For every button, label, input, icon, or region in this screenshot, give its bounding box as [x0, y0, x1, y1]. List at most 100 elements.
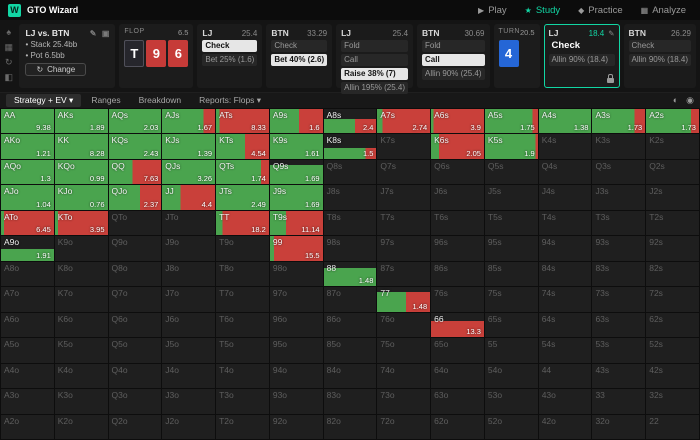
- action-fold[interactable]: Fold: [422, 40, 485, 52]
- action-call[interactable]: Call: [341, 54, 409, 66]
- cell-54o[interactable]: 54o: [484, 363, 538, 389]
- cell-K8s[interactable]: K8s 1.5: [323, 134, 377, 159]
- cell-A5s[interactable]: A5s 1.75: [484, 109, 538, 134]
- cell-K7o[interactable]: K7o: [54, 287, 108, 312]
- cell-63o[interactable]: 63o: [431, 389, 484, 414]
- cell-J5o[interactable]: J5o: [162, 338, 216, 363]
- cell-T5o[interactable]: T5o: [216, 338, 269, 363]
- action-check[interactable]: Check: [628, 40, 691, 52]
- cell-J2s[interactable]: J2s: [646, 185, 699, 210]
- cell-A9o[interactable]: A9o 1.91: [1, 236, 54, 261]
- settings-icon[interactable]: ◧: [4, 72, 13, 82]
- cell-96o[interactable]: 96o: [269, 312, 323, 338]
- cell-32s[interactable]: 32s: [646, 389, 699, 414]
- display-mode-icon[interactable]: ◐: [672, 95, 679, 105]
- action-allin[interactable]: Allin 90% (25.4): [422, 68, 485, 80]
- action-bet[interactable]: Bet 25% (1.6): [202, 54, 258, 66]
- cell-82o[interactable]: 82o: [323, 414, 377, 439]
- cell-85s[interactable]: 85s: [484, 261, 538, 287]
- cell-93o[interactable]: 93o: [269, 389, 323, 414]
- cell-72o[interactable]: 72o: [377, 414, 431, 439]
- cell-64o[interactable]: 64o: [431, 363, 484, 389]
- action-allin[interactable]: Allin 195% (25.4): [341, 82, 409, 94]
- cell-Q5o[interactable]: Q5o: [108, 338, 162, 363]
- cell-54s[interactable]: 54s: [538, 338, 592, 363]
- cell-82s[interactable]: 82s: [646, 261, 699, 287]
- cell-J7o[interactable]: J7o: [162, 287, 216, 312]
- cell-A4o[interactable]: A4o: [1, 363, 54, 389]
- cell-94s[interactable]: 94s: [538, 236, 592, 261]
- cell-86s[interactable]: 86s: [431, 261, 484, 287]
- cell-95s[interactable]: 95s: [484, 236, 538, 261]
- cell-Q7s[interactable]: Q7s: [377, 159, 431, 185]
- cell-A8o[interactable]: A8o: [1, 261, 54, 287]
- cell-ATo[interactable]: ATo 6.45: [1, 210, 54, 236]
- cell-J9s[interactable]: J9s 1.69: [269, 185, 323, 210]
- cell-KJs[interactable]: KJs 1.39: [162, 134, 216, 159]
- cell-74s[interactable]: 74s: [538, 287, 592, 312]
- cell-77[interactable]: 77 1.48: [377, 287, 431, 312]
- cell-Q2s[interactable]: Q2s: [646, 159, 699, 185]
- cell-73s[interactable]: 73s: [592, 287, 646, 312]
- cell-A3s[interactable]: A3s 1.73: [592, 109, 646, 134]
- cell-T7s[interactable]: T7s: [377, 210, 431, 236]
- cell-42o[interactable]: 42o: [538, 414, 592, 439]
- cell-86o[interactable]: 86o: [323, 312, 377, 338]
- cell-JTs[interactable]: JTs 2.49: [216, 185, 269, 210]
- cell-K3o[interactable]: K3o: [54, 389, 108, 414]
- cell-J4o[interactable]: J4o: [162, 363, 216, 389]
- nav-study[interactable]: ★ Study: [525, 5, 560, 16]
- cell-QJo[interactable]: QJo 2.37: [108, 185, 162, 210]
- cell-83o[interactable]: 83o: [323, 389, 377, 414]
- cell-65s[interactable]: 65s: [484, 312, 538, 338]
- cell-Q9o[interactable]: Q9o: [108, 236, 162, 261]
- action-check[interactable]: Check: [271, 40, 328, 52]
- cell-T4o[interactable]: T4o: [216, 363, 269, 389]
- cell-99[interactable]: 99 15.5: [269, 236, 323, 261]
- cell-T3s[interactable]: T3s: [592, 210, 646, 236]
- cell-T6o[interactable]: T6o: [216, 312, 269, 338]
- cell-84s[interactable]: 84s: [538, 261, 592, 287]
- cell-62o[interactable]: 62o: [431, 414, 484, 439]
- cell-43o[interactable]: 43o: [538, 389, 592, 414]
- cell-T8o[interactable]: T8o: [216, 261, 269, 287]
- cell-53s[interactable]: 53s: [592, 338, 646, 363]
- cell-J3o[interactable]: J3o: [162, 389, 216, 414]
- action-call[interactable]: Call: [422, 54, 485, 66]
- cell-T2o[interactable]: T2o: [216, 414, 269, 439]
- cell-95o[interactable]: 95o: [269, 338, 323, 363]
- action-bet[interactable]: Bet 40% (2.6): [271, 54, 328, 66]
- cell-A4s[interactable]: A4s 1.38: [538, 109, 592, 134]
- cell-73o[interactable]: 73o: [377, 389, 431, 414]
- cell-TT[interactable]: TT 18.2: [216, 210, 269, 236]
- cell-87o[interactable]: 87o: [323, 287, 377, 312]
- cell-A9s[interactable]: A9s 1.6: [269, 109, 323, 134]
- cell-Q4s[interactable]: Q4s: [538, 159, 592, 185]
- cell-32o[interactable]: 32o: [592, 414, 646, 439]
- cell-K2o[interactable]: K2o: [54, 414, 108, 439]
- cell-63s[interactable]: 63s: [592, 312, 646, 338]
- cell-A3o[interactable]: A3o: [1, 389, 54, 414]
- tab-ranges[interactable]: Ranges: [91, 95, 121, 105]
- cell-Q2o[interactable]: Q2o: [108, 414, 162, 439]
- cell-K3s[interactable]: K3s: [592, 134, 646, 159]
- cell-62s[interactable]: 62s: [646, 312, 699, 338]
- cell-AKs[interactable]: AKs 1.89: [54, 109, 108, 134]
- cell-97s[interactable]: 97s: [377, 236, 431, 261]
- edit-node-icon[interactable]: ✎: [608, 29, 615, 38]
- cell-J2o[interactable]: J2o: [162, 414, 216, 439]
- cell-A8s[interactable]: A8s 2.4: [323, 109, 377, 134]
- cell-T2s[interactable]: T2s: [646, 210, 699, 236]
- nav-practice[interactable]: ◆ Practice: [578, 5, 622, 16]
- cell-76s[interactable]: 76s: [431, 287, 484, 312]
- cards-icon[interactable]: ♠: [6, 27, 12, 37]
- history-icon[interactable]: ↻: [4, 57, 13, 67]
- cell-A2s[interactable]: A2s 1.73: [646, 109, 699, 134]
- cell-Q4o[interactable]: Q4o: [108, 363, 162, 389]
- cell-JJ[interactable]: JJ 4.4: [162, 185, 216, 210]
- cell-T9o[interactable]: T9o: [216, 236, 269, 261]
- cell-66[interactable]: 66 13.3: [431, 312, 484, 338]
- cell-76o[interactable]: 76o: [377, 312, 431, 338]
- cell-83s[interactable]: 83s: [592, 261, 646, 287]
- cell-Q5s[interactable]: Q5s: [484, 159, 538, 185]
